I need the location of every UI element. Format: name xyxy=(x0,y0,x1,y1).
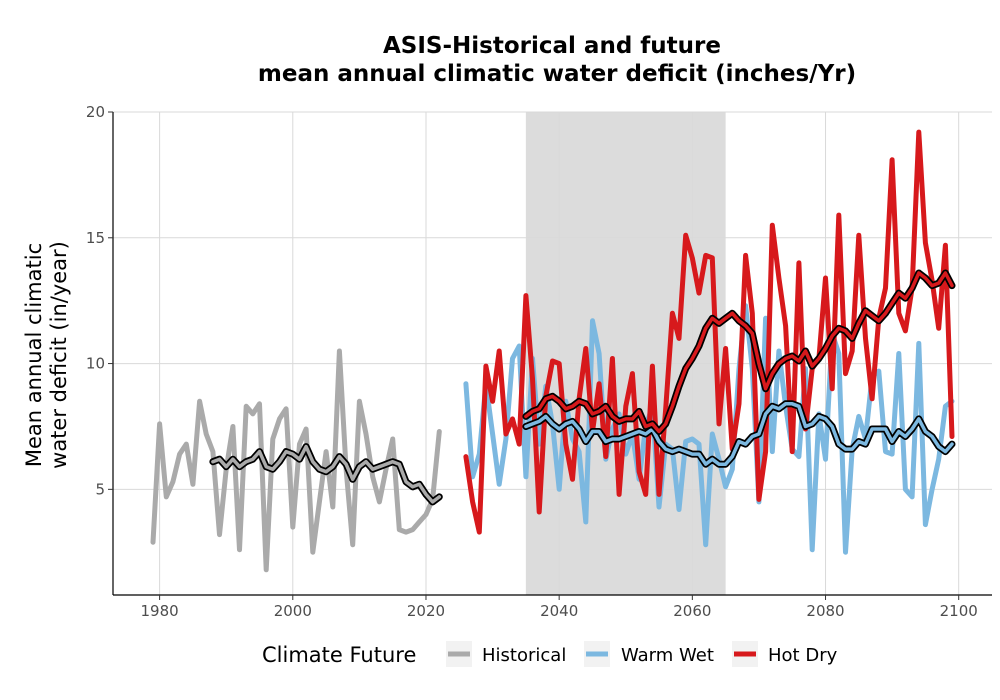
legend: Climate Future Historical Warm Wet Hot D… xyxy=(262,641,838,667)
series-line-historical xyxy=(150,348,442,573)
x-tick-label-2020: 2020 xyxy=(407,602,445,620)
y-tick-label-15: 15 xyxy=(86,229,105,247)
x-tick-label-1980: 1980 xyxy=(141,602,179,620)
series-line-hot-dry xyxy=(463,129,955,535)
axes: 5 10 15 20 1980 2000 2020 2040 2060 2080 2100 xyxy=(86,103,992,620)
x-tick-label-2100: 2100 xyxy=(940,602,978,620)
chart-title: ASIS-Historical and future xyxy=(383,33,721,59)
smooth-line-historical xyxy=(211,444,442,504)
x-tick-label-2080: 2080 xyxy=(806,602,844,620)
gridlines xyxy=(113,111,992,595)
y-tick-label-20: 20 xyxy=(86,103,105,121)
y-tick-label-5: 5 xyxy=(95,480,105,498)
y-tick-label-10: 10 xyxy=(86,355,105,373)
legend-title: Climate Future xyxy=(262,643,416,667)
legend-label-warm-wet: Warm Wet xyxy=(621,645,714,666)
smooth-line-hot-dry xyxy=(524,271,954,434)
legend-label-hot-dry: Hot Dry xyxy=(768,645,838,666)
x-tick-label-2060: 2060 xyxy=(673,602,711,620)
x-tick-label-2000: 2000 xyxy=(274,602,312,620)
smooth-line-warm-wet xyxy=(524,402,954,466)
legend-label-historical: Historical xyxy=(482,645,566,666)
y-axis-title-line2: water deficit (in/year) xyxy=(47,241,71,469)
chart-subtitle: mean annual climatic water deficit (inch… xyxy=(258,61,856,87)
plot-panel: 5 10 15 20 1980 2000 2020 2040 2060 2080 2100 xyxy=(86,103,992,620)
y-axis-title-line1: Mean annual climatic xyxy=(22,243,46,467)
series-layer xyxy=(150,129,956,573)
x-tick-label-2040: 2040 xyxy=(540,602,578,620)
